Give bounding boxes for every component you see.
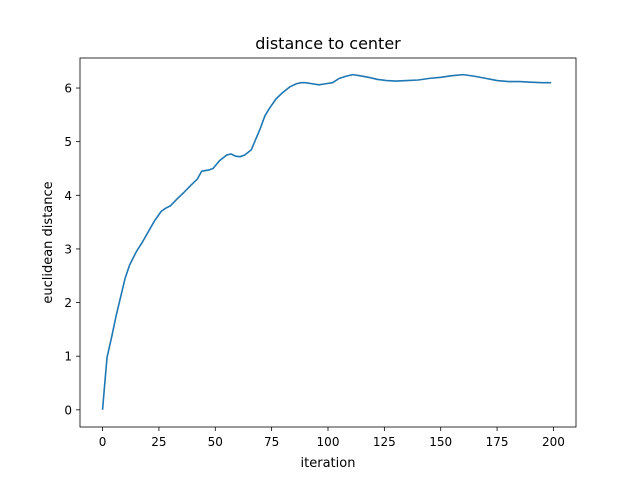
x-axis-label: iteration bbox=[301, 456, 356, 471]
y-axis-ticks: 0 1 2 3 4 5 6 bbox=[64, 82, 80, 417]
y-tick-label: 2 bbox=[64, 296, 72, 310]
y-tick-label: 4 bbox=[64, 189, 72, 203]
x-tick-label: 50 bbox=[208, 435, 223, 449]
x-tick-label: 100 bbox=[317, 435, 340, 449]
y-tick-label: 5 bbox=[64, 135, 72, 149]
x-tick-label: 25 bbox=[151, 435, 166, 449]
series-layer bbox=[101, 73, 552, 410]
y-tick-label: 3 bbox=[64, 242, 72, 256]
y-tick-label: 0 bbox=[64, 403, 72, 417]
y-tick-label: 1 bbox=[64, 350, 72, 364]
x-tick-label: 200 bbox=[542, 435, 565, 449]
x-tick-label: 75 bbox=[264, 435, 279, 449]
x-tick-label: 150 bbox=[429, 435, 452, 449]
y-tick-label: 6 bbox=[64, 82, 72, 96]
x-axis-ticks: 0 25 50 75 100 125 150 175 200 bbox=[99, 427, 565, 449]
y-axis-label: euclidean distance bbox=[41, 181, 56, 303]
x-tick-label: 0 bbox=[99, 435, 107, 449]
x-tick-label: 175 bbox=[486, 435, 509, 449]
plot-frame bbox=[79, 57, 577, 428]
series-line-0 bbox=[101, 73, 552, 410]
x-tick-label: 125 bbox=[373, 435, 396, 449]
chart-title: distance to center bbox=[255, 34, 401, 53]
